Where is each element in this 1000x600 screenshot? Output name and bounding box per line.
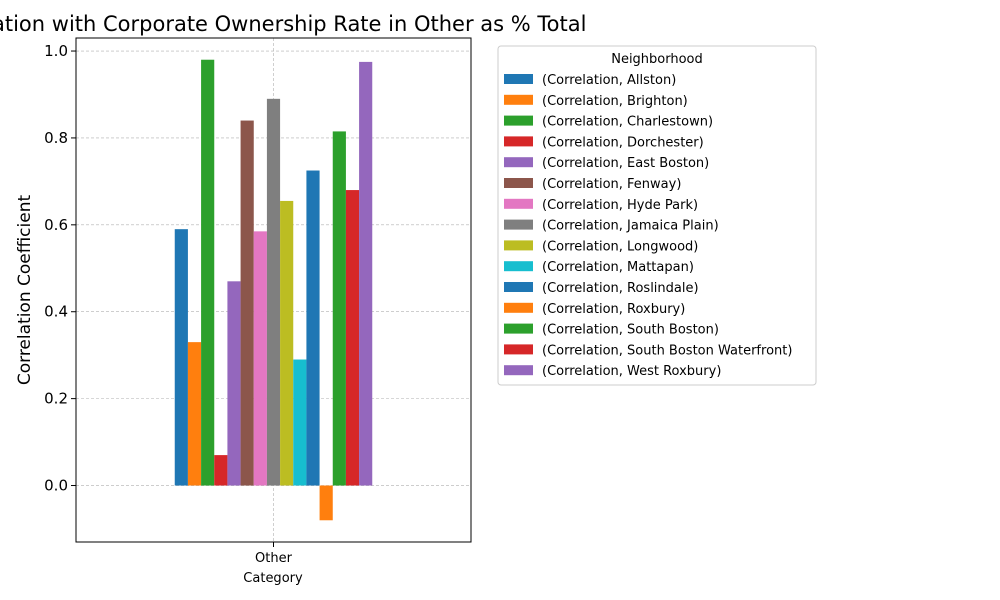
bar (253, 231, 267, 486)
y-axis-label: Correlation Coefficient (15, 195, 35, 386)
legend-entry-label: (Correlation, Hyde Park) (542, 198, 698, 213)
legend-swatch (504, 219, 533, 230)
legend-entry-label: (Correlation, Mattapan) (542, 260, 694, 275)
legend-swatch (504, 240, 533, 251)
x-axis-ticks: Other (255, 542, 293, 566)
y-tick-label: 0.6 (44, 216, 68, 234)
bar (201, 59, 215, 486)
legend-entry-label: (Correlation, Roxbury) (542, 302, 685, 317)
bar (293, 359, 307, 486)
legend-entry-label: (Correlation, Dorchester) (542, 135, 704, 150)
bar (306, 170, 320, 486)
legend-entry-label: (Correlation, Brighton) (542, 94, 688, 109)
legend-swatch (504, 198, 533, 209)
chart-title: ation with Corporate Ownership Rate in O… (0, 12, 586, 36)
legend-entry-label: (Correlation, South Boston Waterfront) (542, 343, 792, 358)
y-tick-label: 0.8 (44, 129, 68, 147)
legend-swatch (504, 94, 533, 105)
legend-entry-label: (Correlation, Charlestown) (542, 115, 713, 130)
legend-frame (497, 45, 817, 386)
legend-swatch (504, 261, 533, 272)
y-tick-label: 0.0 (44, 477, 68, 495)
legend-entry-label: (Correlation, East Boston) (542, 156, 709, 171)
bars (174, 59, 373, 521)
bar (319, 485, 333, 521)
legend-items: (Correlation, Allston) (Correlation, Brig… (504, 73, 792, 379)
legend-title: Neighborhood (611, 52, 703, 67)
bar (266, 98, 281, 486)
legend-swatch (504, 302, 533, 313)
legend-entry-label: (Correlation, Roslindale) (542, 281, 699, 296)
bar (174, 229, 188, 486)
legend-entry-label: (Correlation, Allston) (542, 73, 676, 88)
legend-swatch (504, 157, 533, 168)
bar (332, 131, 346, 486)
x-tick-label: Other (255, 551, 293, 566)
bar (214, 455, 228, 486)
y-tick-label: 0.2 (44, 390, 68, 408)
bar (187, 342, 202, 486)
legend: Neighborhood (Correlation, Allston)(Corr… (497, 45, 817, 386)
x-axis-label: Category (243, 571, 303, 586)
legend-swatch (504, 178, 533, 188)
legend-entry-label: (Correlation, Fenway) (542, 177, 681, 192)
y-tick-label: 1.0 (44, 42, 68, 60)
bar (359, 61, 373, 486)
legend-swatch (504, 323, 533, 334)
legend-entry-label: (Correlation, West Roxbury) (542, 364, 721, 379)
legend-swatch (504, 115, 533, 126)
legend-swatch (504, 136, 533, 147)
y-axis-ticks: 0.0 0.2 0.4 0.6 0.8 1.0 (44, 42, 76, 495)
bar (345, 190, 360, 486)
legend-swatch (504, 365, 533, 376)
legend-entry-label: (Correlation, South Boston) (542, 323, 719, 338)
legend-swatch (504, 282, 533, 292)
bar (240, 120, 254, 486)
y-tick-label: 0.4 (44, 303, 68, 321)
legend-swatch (504, 344, 533, 355)
legend-entry-label: (Correlation, Longwood) (542, 239, 698, 254)
legend-entry-label: (Correlation, Jamaica Plain) (542, 219, 719, 234)
bar (227, 281, 241, 486)
legend-swatch (504, 74, 533, 84)
bar (280, 200, 294, 486)
